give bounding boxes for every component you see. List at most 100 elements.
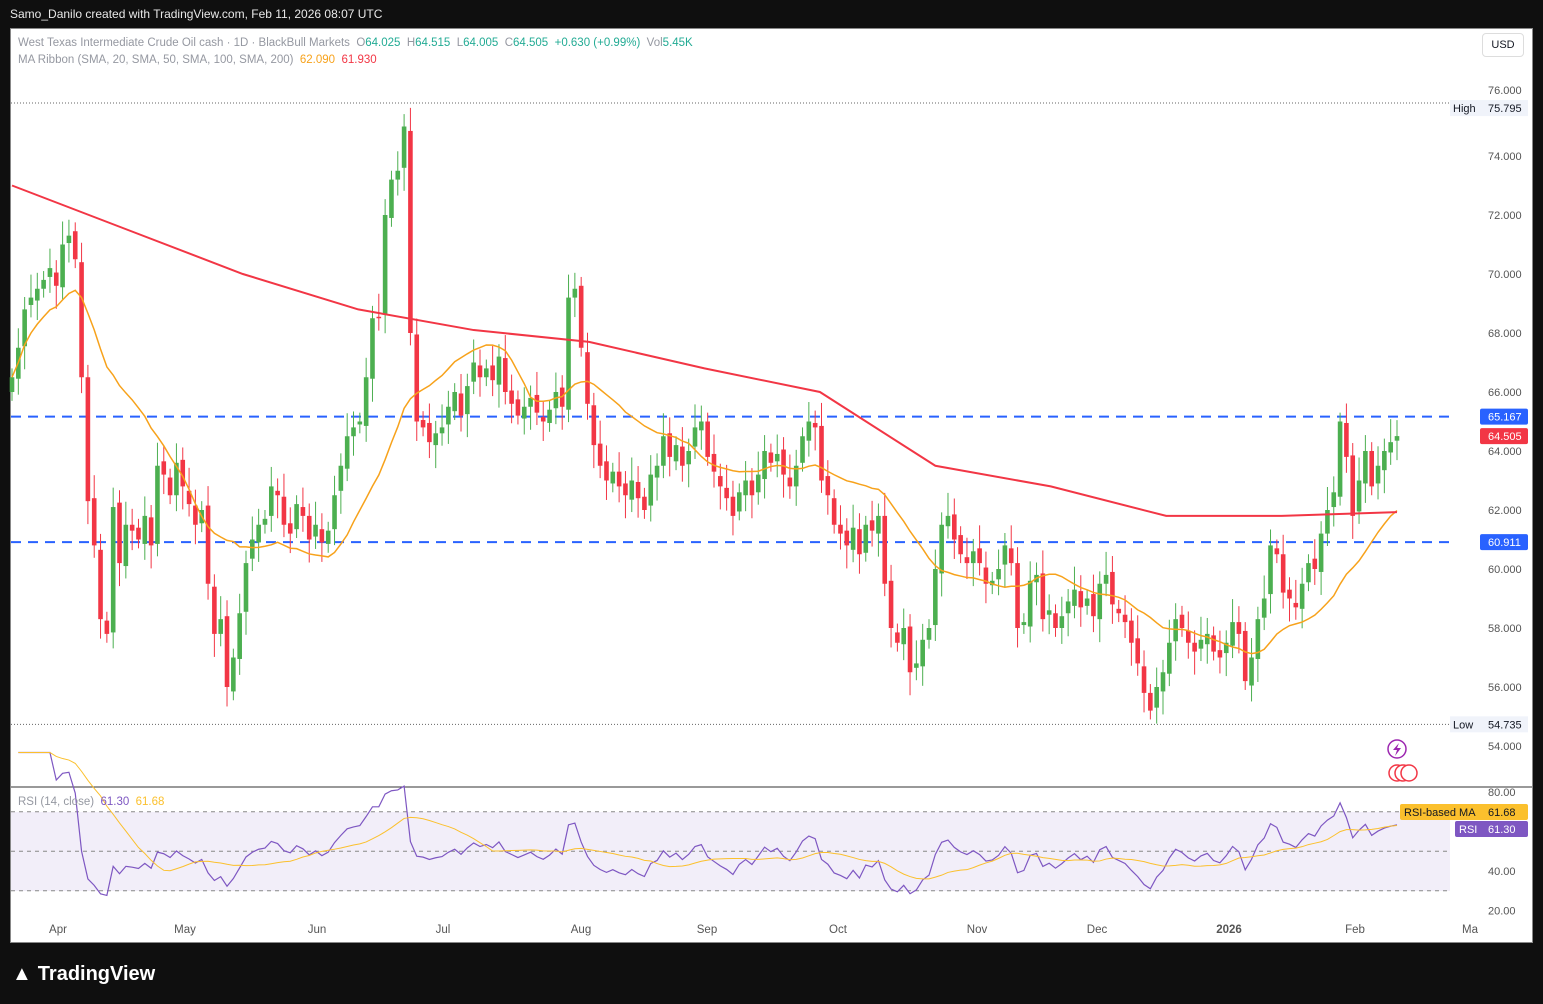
candle-body bbox=[363, 377, 369, 426]
candle-body bbox=[610, 471, 616, 484]
candle-body bbox=[724, 487, 729, 499]
time-tick: Nov bbox=[967, 924, 988, 936]
candle-body bbox=[325, 530, 331, 544]
candle-body bbox=[1167, 642, 1172, 674]
candle-body bbox=[869, 520, 875, 531]
candle-body bbox=[850, 527, 856, 550]
candle-body bbox=[699, 421, 704, 431]
candle-body bbox=[382, 215, 388, 314]
ma-ribbon-title[interactable]: MA Ribbon (SMA, 20, SMA, 50, SMA, 100, S… bbox=[18, 54, 294, 66]
candle-body bbox=[395, 170, 401, 180]
candle-body bbox=[268, 486, 274, 516]
candle-body bbox=[1223, 642, 1229, 654]
price-tick: 56.000 bbox=[1488, 682, 1522, 694]
candle-body bbox=[72, 231, 78, 260]
candle-body bbox=[433, 433, 439, 446]
candle-body bbox=[180, 459, 186, 487]
candle-body bbox=[1192, 642, 1197, 652]
candle-body bbox=[1059, 616, 1065, 628]
price-tick: 58.000 bbox=[1488, 623, 1522, 635]
candle-body bbox=[762, 451, 767, 480]
candle-body bbox=[1217, 650, 1223, 658]
candle-body bbox=[876, 515, 881, 534]
candle-body bbox=[1002, 545, 1008, 565]
candle-body bbox=[888, 580, 894, 628]
candle-body bbox=[983, 567, 989, 584]
candle-body bbox=[1382, 451, 1387, 471]
ma-slow-line bbox=[11, 184, 1398, 517]
symbol-title[interactable]: West Texas Intermediate Crude Oil cash ·… bbox=[18, 37, 350, 49]
candle-body bbox=[34, 288, 40, 301]
candle-body bbox=[768, 452, 774, 463]
candle-body bbox=[1394, 436, 1400, 441]
chart-frame[interactable] bbox=[10, 28, 1533, 943]
publish-credit: Samo_Danilo created with TradingView.com… bbox=[10, 7, 383, 21]
price-tick: 66.000 bbox=[1488, 387, 1522, 399]
candle-body bbox=[142, 515, 148, 544]
ma-fast-line bbox=[11, 289, 1398, 655]
candle-body bbox=[98, 549, 103, 620]
candle-body bbox=[939, 524, 944, 574]
candle-body bbox=[1318, 533, 1324, 572]
candle-body bbox=[1122, 614, 1128, 623]
candle-body bbox=[812, 422, 818, 428]
candle-body bbox=[1091, 594, 1096, 617]
candle-body bbox=[774, 453, 780, 462]
symbol-legend: West Texas Intermediate Crude Oil cash ·… bbox=[18, 35, 693, 52]
rsi-ma-tag bbox=[1400, 804, 1528, 820]
candle-body bbox=[1249, 657, 1254, 686]
candle-body bbox=[1116, 608, 1122, 614]
candle-body bbox=[117, 502, 122, 564]
candle-body bbox=[1078, 591, 1084, 608]
candle-body bbox=[224, 616, 230, 687]
candle-body bbox=[174, 462, 179, 496]
candle-body bbox=[1211, 635, 1216, 652]
time-tick: Apr bbox=[49, 924, 67, 936]
rsi-ma-line bbox=[18, 752, 1398, 880]
price-tick: 76.000 bbox=[1488, 85, 1522, 97]
high-value: 64.515 bbox=[415, 37, 451, 49]
candle-body bbox=[439, 427, 445, 434]
candle-body bbox=[604, 461, 609, 481]
candle-body bbox=[155, 465, 160, 544]
candle-body bbox=[654, 465, 660, 478]
candle-body bbox=[351, 427, 356, 437]
candle-body bbox=[730, 496, 736, 516]
price-tick: 70.000 bbox=[1488, 269, 1522, 281]
tradingview-logo[interactable]: ▲ TradingView bbox=[12, 963, 155, 986]
candle-body bbox=[1293, 602, 1299, 608]
candle-body bbox=[136, 527, 141, 540]
candle-body bbox=[996, 569, 1001, 580]
candle-body bbox=[1287, 589, 1292, 599]
candle-body bbox=[547, 409, 552, 423]
rsi-title[interactable]: RSI (14, close) bbox=[18, 796, 95, 808]
candle-body bbox=[1280, 554, 1286, 593]
candle-body bbox=[9, 377, 15, 392]
candle-body bbox=[1363, 451, 1368, 484]
price-tick: 60.000 bbox=[1488, 564, 1522, 576]
candle-body bbox=[287, 523, 293, 534]
open-value: 64.025 bbox=[365, 37, 401, 49]
candle-body bbox=[250, 539, 255, 559]
candle-body bbox=[85, 377, 91, 502]
candle-body bbox=[1173, 619, 1178, 642]
candle-body bbox=[313, 524, 318, 537]
candle-body bbox=[212, 586, 217, 634]
low-label-bg bbox=[1450, 716, 1528, 733]
candle-body bbox=[1369, 451, 1375, 487]
candle-body bbox=[28, 297, 34, 305]
candle-body bbox=[907, 626, 913, 673]
candle-body bbox=[952, 514, 957, 540]
candle-body bbox=[490, 365, 495, 381]
candle-body bbox=[193, 505, 198, 525]
candle-body bbox=[1268, 545, 1273, 595]
candle-body bbox=[471, 362, 476, 382]
rsi-value: 61.30 bbox=[100, 796, 130, 808]
time-tick: Sep bbox=[697, 924, 717, 936]
currency-button[interactable]: USD bbox=[1482, 33, 1524, 57]
candle-body bbox=[319, 529, 325, 543]
ma-legend: MA Ribbon (SMA, 20, SMA, 50, SMA, 100, S… bbox=[18, 52, 693, 69]
candle-body bbox=[458, 393, 464, 416]
candle-body bbox=[749, 480, 755, 496]
